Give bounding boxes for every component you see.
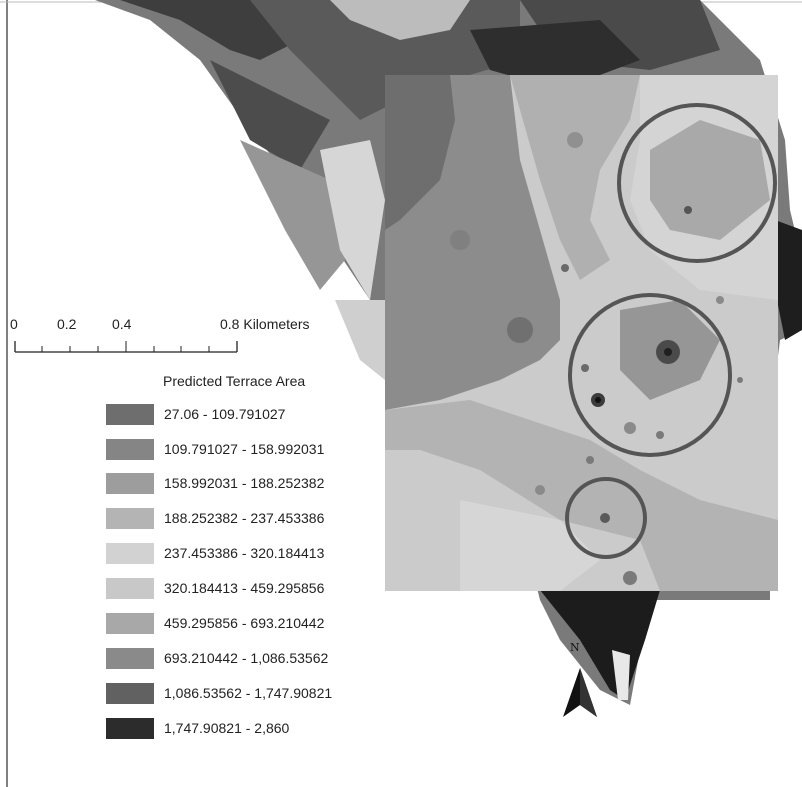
legend-label: 109.791027 - 158.992031	[164, 441, 325, 457]
legend-label: 693.210442 - 1,086.53562	[164, 650, 329, 666]
legend-label: 188.252382 - 237.453386	[164, 510, 325, 526]
scale-bar-graphic	[14, 341, 238, 353]
prediction-surface	[385, 75, 778, 591]
surface-zone-southwest	[460, 500, 600, 591]
highlight-circle-north	[617, 103, 777, 263]
legend-label: 27.06 - 109.791027	[164, 406, 286, 422]
north-arrow-icon	[563, 668, 597, 717]
legend-swatch	[106, 612, 154, 634]
legend-item: 158.992031 - 188.252382	[106, 472, 324, 494]
legend-label: 320.184413 - 459.295856	[164, 580, 325, 596]
legend-item: 1,086.53562 - 1,747.90821	[106, 682, 332, 704]
surface-zone-northwest	[385, 75, 455, 230]
legend-swatch	[106, 438, 154, 460]
scale-label-0-2: 0.2	[57, 316, 77, 332]
legend-item: 693.210442 - 1,086.53562	[106, 647, 328, 669]
legend-label: 1,747.90821 - 2,860	[164, 720, 290, 736]
surface-zone-north	[510, 75, 640, 280]
legend-item: 1,747.90821 - 2,860	[106, 717, 289, 739]
legend-label: 459.295856 - 693.210442	[164, 615, 325, 631]
legend-swatch	[106, 577, 154, 599]
legend-item: 459.295856 - 693.210442	[106, 612, 324, 634]
legend-swatch	[106, 647, 154, 669]
highlight-circle-south	[565, 477, 647, 559]
legend-label: 237.453386 - 320.184413	[164, 545, 325, 561]
legend-swatch	[106, 403, 154, 425]
legend-title: Predicted Terrace Area	[163, 373, 306, 389]
legend-label: 1,086.53562 - 1,747.90821	[164, 685, 333, 701]
legend-swatch	[106, 682, 154, 704]
surface-zone-south	[385, 400, 778, 591]
legend-swatch	[106, 472, 154, 494]
north-arrow-label: N	[570, 641, 580, 654]
highlight-circle-center	[568, 293, 732, 457]
legend-swatch	[106, 717, 154, 739]
scale-label-0: 0	[10, 316, 18, 332]
legend-item: 320.184413 - 459.295856	[106, 577, 324, 599]
legend-item: 109.791027 - 158.992031	[106, 438, 324, 460]
legend-item: 188.252382 - 237.453386	[106, 507, 324, 529]
legend-label: 158.992031 - 188.252382	[164, 475, 325, 491]
legend-swatch	[106, 507, 154, 529]
scale-label-0-4: 0.4	[112, 316, 132, 332]
scale-label-0-8-kilometers: 0.8 Kilometers	[220, 316, 310, 332]
legend-item: 237.453386 - 320.184413	[106, 542, 324, 564]
legend-item: 27.06 - 109.791027	[106, 403, 285, 425]
legend-swatch	[106, 542, 154, 564]
surface-zone-northeast-core	[650, 120, 770, 240]
